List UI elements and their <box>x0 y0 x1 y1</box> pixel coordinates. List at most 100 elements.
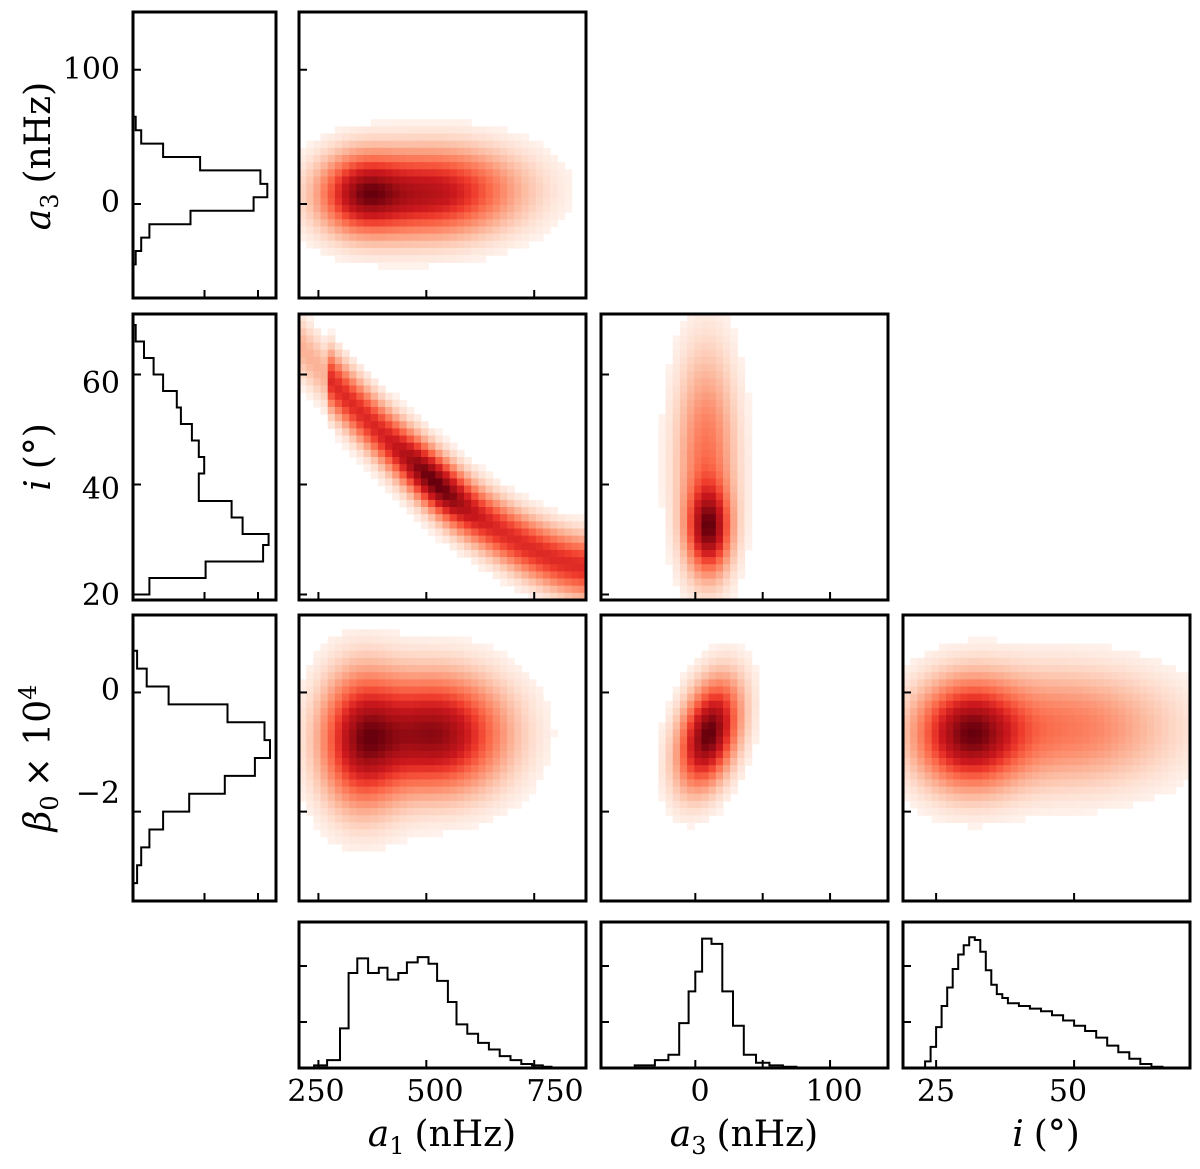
density-cell <box>1168 779 1177 788</box>
density-cell <box>392 829 401 838</box>
ylabel-beta-sup: 4 <box>14 685 42 700</box>
density-cell <box>1146 765 1155 773</box>
density-cell <box>521 535 530 544</box>
density-cell <box>377 629 386 638</box>
density-cell <box>931 650 940 659</box>
density-cell <box>672 786 681 795</box>
density-cell <box>428 679 436 688</box>
density-cell <box>385 262 393 270</box>
density-cell <box>1060 643 1069 652</box>
density-cell <box>306 233 314 242</box>
density-cell <box>334 205 343 213</box>
density-cell <box>349 729 357 738</box>
density-cell <box>306 385 314 394</box>
density-cell <box>672 421 681 429</box>
density-cell <box>428 492 436 501</box>
density-cell <box>715 707 724 716</box>
density-cell <box>1154 750 1162 759</box>
density-cell <box>1003 765 1012 773</box>
density-cell <box>435 707 444 716</box>
density-cell <box>449 442 458 451</box>
density-cell <box>449 542 458 551</box>
density-cell <box>385 758 393 766</box>
density-cell <box>1060 793 1069 802</box>
density-cell <box>306 722 314 730</box>
density-cell <box>507 140 515 149</box>
density-cell <box>1154 679 1162 688</box>
density-cell <box>1010 729 1019 738</box>
density-cell <box>701 349 710 358</box>
density-cell <box>679 693 688 702</box>
density-cell <box>1075 800 1083 809</box>
density-cell <box>363 758 372 766</box>
density-cell <box>456 457 465 465</box>
xlabel-i: i (°) <box>1012 1114 1080 1155</box>
density-cell <box>1039 750 1048 759</box>
density-cell <box>528 585 537 594</box>
density-cell <box>953 779 961 788</box>
density-cell <box>715 693 724 702</box>
density-cell <box>701 571 710 580</box>
density-cell <box>938 657 947 666</box>
density-cell <box>521 715 530 723</box>
density-cell <box>499 549 508 558</box>
density-cell <box>435 507 444 515</box>
density-cell <box>1017 750 1026 759</box>
density-cell <box>996 786 1005 795</box>
density-cell <box>694 392 703 401</box>
density-cell <box>708 457 717 465</box>
density-cell <box>435 528 444 537</box>
density-cell <box>428 521 436 530</box>
density-cell <box>751 693 760 702</box>
density-cell <box>428 464 436 472</box>
density-cell <box>306 758 314 766</box>
density-cell <box>349 392 357 401</box>
density-cell <box>672 385 681 394</box>
density-cell <box>478 779 487 788</box>
density-cell <box>687 815 695 823</box>
density-cell <box>687 428 695 437</box>
density-cell <box>1161 700 1170 709</box>
density-cell <box>392 772 401 781</box>
density-cell <box>464 205 472 213</box>
density-cell <box>370 750 379 759</box>
density-cell <box>406 758 415 766</box>
density-cell <box>399 162 408 170</box>
density-cell <box>708 707 717 716</box>
density-cell <box>456 507 465 515</box>
density-cell <box>349 219 357 228</box>
density-cell <box>730 492 738 501</box>
density-cell <box>320 700 329 709</box>
density-cell <box>456 808 465 816</box>
density-cell <box>722 729 731 738</box>
density-cell <box>658 457 667 465</box>
density-cell <box>996 815 1005 823</box>
density-cell <box>334 378 343 387</box>
density-cell <box>946 765 954 773</box>
density-cell <box>694 535 703 544</box>
density-cell <box>442 722 451 730</box>
density-cell <box>715 549 724 558</box>
density-cell <box>356 226 365 235</box>
density-cell <box>1060 800 1069 809</box>
density-cell <box>471 822 479 831</box>
density-cell <box>722 449 731 458</box>
density-cell <box>306 140 314 149</box>
density-cell <box>1103 722 1112 730</box>
density-cell <box>1096 686 1105 695</box>
density-cell <box>349 406 357 415</box>
density-cell <box>356 736 365 745</box>
density-cell <box>672 772 681 781</box>
density-cell <box>708 750 717 759</box>
density-cell <box>1139 693 1148 702</box>
density-cell <box>327 743 336 752</box>
density-cell <box>363 449 372 458</box>
density-cell <box>507 549 515 558</box>
density-cell <box>996 750 1005 759</box>
density-cell <box>413 428 422 437</box>
density-cell <box>1089 750 1098 759</box>
density-cell <box>356 679 365 688</box>
density-cell <box>478 700 487 709</box>
density-cell <box>708 521 717 530</box>
density-cell <box>708 808 717 816</box>
